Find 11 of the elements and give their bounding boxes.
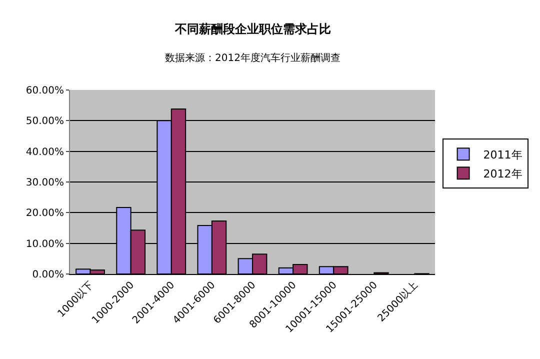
y-tick-label: 10.00% [26, 238, 64, 250]
y-tick-label: 40.00% [26, 146, 64, 158]
legend-label: 2012年 [483, 167, 522, 180]
y-tick-label: 20.00% [26, 208, 64, 220]
legend-label: 2011年 [483, 148, 522, 162]
y-tick-label: 30.00% [26, 178, 64, 188]
y-tick-label: 60.00% [26, 86, 64, 96]
y-tick-label: 0.00% [32, 270, 64, 280]
chart-subtitle: 数据来源：2012年度汽车行业薪酬调查 [165, 52, 340, 64]
y-tick-label: 50.00% [26, 116, 64, 128]
chart-title: 不同薪酬段企业职位需求占比 [174, 22, 331, 36]
